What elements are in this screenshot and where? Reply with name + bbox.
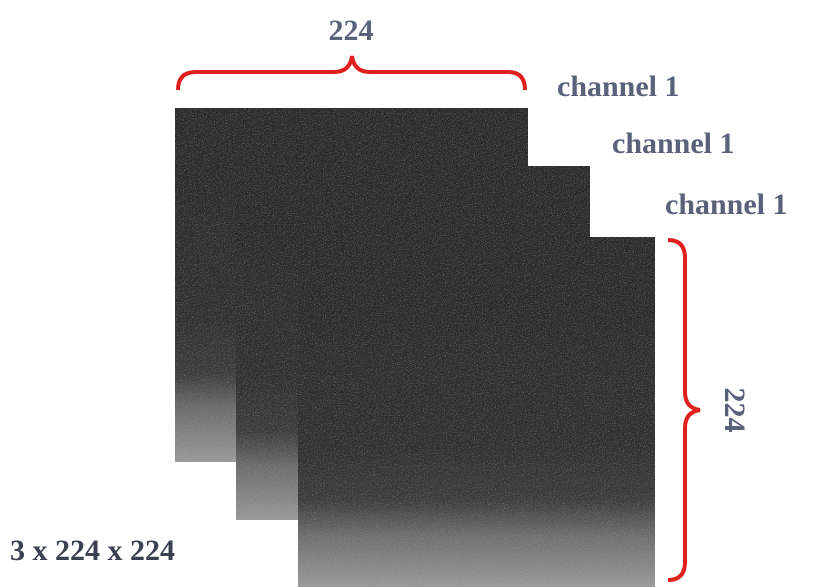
diagram: 224 224 channel 1 channel 1 channel 1 3 … xyxy=(0,0,830,587)
channel-label: channel 1 xyxy=(612,127,735,160)
channel-label: channel 1 xyxy=(665,188,788,221)
channel-label: channel 1 xyxy=(557,70,680,103)
page: 224 224 channel 1 channel 1 channel 1 3 … xyxy=(0,0,830,587)
shape-label: 3 x 224 x 224 xyxy=(10,534,175,567)
width-brace xyxy=(178,56,525,90)
height-brace xyxy=(668,240,700,580)
channel-image xyxy=(298,237,655,587)
height-label: 224 xyxy=(718,388,751,433)
width-label: 224 xyxy=(329,14,374,47)
